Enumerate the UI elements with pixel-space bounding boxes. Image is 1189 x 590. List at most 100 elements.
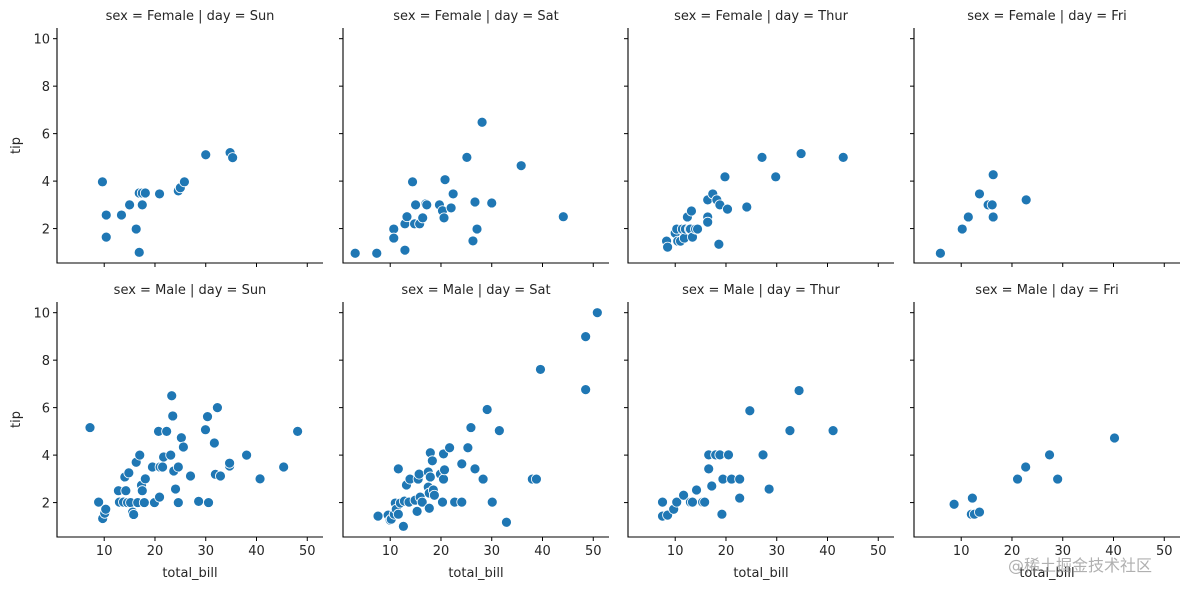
data-point (438, 473, 449, 485)
data-point (956, 223, 968, 235)
data-point (179, 176, 190, 188)
data-point (471, 223, 483, 235)
data-point (166, 390, 178, 402)
data-point (987, 169, 999, 181)
data-point (133, 246, 145, 258)
x-tick-label: 40 (819, 544, 836, 559)
panel-title: sex = Male | day = Thur (682, 283, 840, 298)
data-point (424, 471, 436, 483)
data-point (165, 449, 177, 461)
facet-panel: sex = Male | day = Sun 2 4 6 8 10 10 20 30 40 50 to… (9, 283, 323, 581)
data-point (662, 241, 673, 253)
data-point (215, 470, 226, 482)
data-point (407, 176, 418, 188)
data-point (671, 496, 683, 508)
data-point (580, 331, 592, 343)
data-point (167, 410, 179, 422)
data-point (501, 516, 512, 528)
data-point (948, 498, 960, 510)
data-point (784, 425, 796, 437)
data-point (200, 424, 211, 436)
data-point (461, 151, 473, 163)
data-point (157, 461, 168, 473)
data-point (1012, 473, 1023, 485)
data-point (254, 473, 266, 485)
data-point (699, 496, 711, 508)
data-point (428, 489, 440, 501)
panel-title: sex = Female | day = Sun (106, 9, 275, 24)
y-tick-label: 6 (42, 128, 50, 143)
data-point (962, 211, 974, 223)
data-point (120, 485, 132, 497)
y-tick-label: 10 (33, 33, 50, 48)
panel-title: sex = Female | day = Fri (967, 9, 1127, 24)
x-axis-label: total_bill (733, 566, 788, 581)
y-tick-label: 4 (42, 175, 50, 190)
data-point (723, 449, 734, 461)
data-point (227, 152, 239, 164)
x-axis-label: total_bill (1019, 566, 1074, 581)
data-point (399, 244, 411, 256)
data-point (438, 212, 450, 224)
panel-title: sex = Female | day = Thur (674, 9, 849, 24)
data-point (462, 442, 474, 454)
y-tick-label: 2 (42, 223, 50, 238)
data-point (200, 149, 212, 161)
data-point (100, 503, 112, 515)
data-point (437, 496, 448, 508)
data-point (411, 505, 423, 517)
facet-panel: sex = Male | day = Sat 10 20 30 40 50 total_bi… (339, 283, 609, 581)
facet-panel: sex = Female | day = Fri (910, 9, 1180, 267)
data-point (934, 247, 946, 259)
x-tick-label: 20 (718, 544, 735, 559)
facet-panel: sex = Female | day = Sun 2 4 6 8 10 tip (9, 9, 323, 267)
x-tick-label: 20 (1004, 544, 1021, 559)
data-point (580, 384, 592, 395)
data-point (974, 506, 985, 518)
facet-panel: sex = Male | day = Fri 10 20 30 40 50 total_bi… (910, 283, 1180, 581)
data-point (763, 483, 775, 495)
data-point (417, 212, 429, 224)
data-point (557, 211, 569, 223)
data-point (388, 223, 400, 235)
data-point (1109, 432, 1120, 444)
data-point (469, 463, 481, 475)
data-point (515, 160, 527, 172)
data-point (687, 496, 698, 508)
data-point (686, 205, 697, 217)
data-point (966, 492, 978, 504)
data-point (657, 496, 668, 508)
data-point (691, 484, 702, 496)
data-point (136, 199, 148, 211)
data-point (678, 489, 689, 501)
data-point (531, 473, 542, 485)
data-point (486, 197, 498, 209)
data-point (208, 437, 220, 449)
data-point (398, 520, 409, 532)
x-tick-label: 40 (534, 544, 551, 559)
x-axis-label: total_bill (162, 566, 217, 581)
x-tick-label: 20 (147, 544, 164, 559)
data-point (481, 404, 493, 415)
y-tick-label: 8 (42, 80, 50, 95)
x-tick-label: 30 (197, 544, 214, 559)
data-point (702, 216, 714, 228)
data-point (469, 196, 481, 208)
data-point (416, 496, 428, 508)
data-point (128, 509, 140, 520)
data-point (100, 209, 112, 221)
data-point (93, 496, 105, 508)
data-point (185, 470, 196, 482)
data-point (154, 188, 165, 200)
data-point (974, 188, 985, 200)
data-point (410, 199, 421, 211)
data-point (1052, 473, 1064, 485)
data-point (278, 461, 290, 473)
panel-title: sex = Female | day = Sat (393, 9, 558, 24)
data-point (439, 464, 450, 476)
data-point (692, 223, 703, 235)
data-point (756, 151, 768, 163)
data-point (392, 463, 404, 475)
data-point (161, 425, 173, 437)
data-point (224, 457, 235, 469)
